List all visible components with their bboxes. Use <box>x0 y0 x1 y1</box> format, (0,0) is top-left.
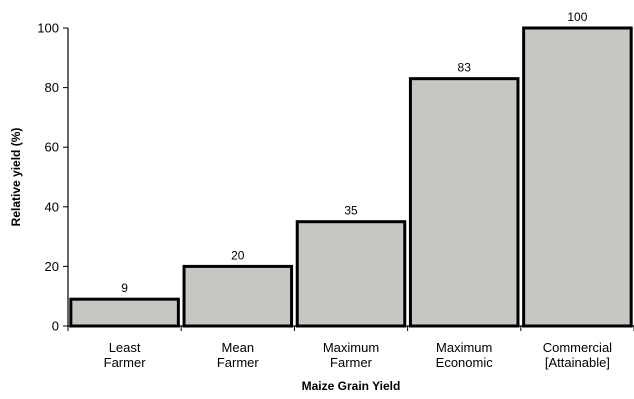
x-category-label: Farmer <box>217 355 260 370</box>
x-category-label: Commercial <box>543 340 612 355</box>
bar <box>182 264 294 328</box>
bar <box>408 77 520 328</box>
x-category-label: [Attainable] <box>545 355 610 370</box>
y-axis-ticks: 0 20 40 60 80 100 <box>37 21 68 334</box>
bar-value-label: 100 <box>567 10 587 24</box>
bar <box>522 26 633 328</box>
x-axis-ticks: LeastFarmerMeanFarmerMaximumFarmerMaximu… <box>67 326 634 370</box>
x-axis-title: Maize Grain Yield <box>302 379 401 393</box>
x-category-label: Maximum <box>323 340 379 355</box>
y-tick-label: 100 <box>37 21 59 36</box>
bar-value-label: 35 <box>344 204 358 218</box>
y-tick-label: 40 <box>45 199 59 214</box>
bar-value-label: 83 <box>458 61 472 75</box>
x-category-label: Maximum <box>436 340 492 355</box>
x-category-label: Economic <box>436 355 494 370</box>
x-category-label: Least <box>109 340 141 355</box>
bar-value-label: 20 <box>231 248 245 262</box>
y-tick-label: 20 <box>45 259 59 274</box>
y-tick-label: 80 <box>45 80 59 95</box>
bar <box>69 297 180 328</box>
bar <box>295 220 407 328</box>
y-tick-label: 0 <box>52 319 59 334</box>
x-category-label: Farmer <box>330 355 373 370</box>
y-axis-title: Relative yield (%) <box>9 128 23 227</box>
x-category-label: Mean <box>222 340 255 355</box>
bar-value-label: 9 <box>121 281 128 295</box>
y-tick-label: 60 <box>45 140 59 155</box>
x-category-label: Farmer <box>104 355 147 370</box>
bars: 9 20 35 83 100 <box>69 10 633 328</box>
